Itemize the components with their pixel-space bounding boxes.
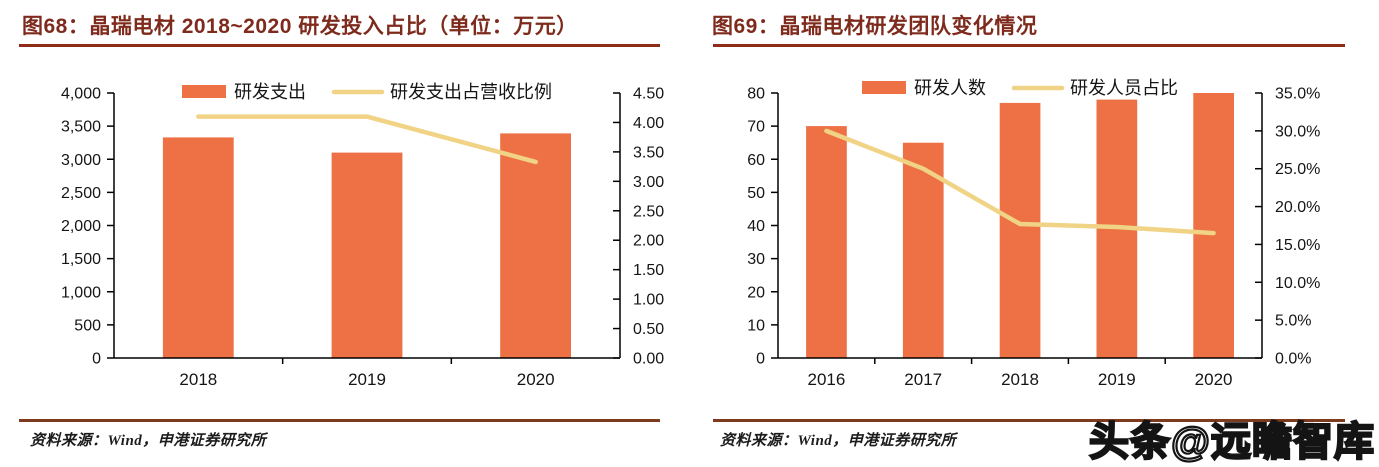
right-axis-label: 5.0% [1275, 313, 1311, 330]
legend-line-label: 研发人员占比 [1070, 78, 1178, 98]
right-axis-label: 0.0% [1275, 351, 1311, 368]
left-axis-label: 3,500 [61, 119, 101, 136]
chart-rd-team: 0 10 20 30 40 50 60 70 80 0.0% 5.0% 10.0% 15.0% 20.0%… [700, 76, 1350, 416]
left-axis-label: 20 [747, 284, 765, 301]
bar-2020 [500, 133, 571, 358]
figure-panel-68: 图68：晶瑞电材 2018~2020 研发投入占比（单位：万元） 0 500 1,0… [19, 15, 678, 449]
left-axis-label: 1,000 [61, 284, 101, 301]
right-axis-label: 15.0% [1275, 237, 1320, 254]
left-axis-label: 3,000 [61, 152, 101, 169]
right-axis-label: 2.50 [633, 203, 664, 220]
line-series [196, 114, 538, 165]
right-axis-label: 1.00 [633, 292, 664, 309]
left-axis-label: 1,500 [61, 251, 101, 268]
category-label: 2020 [517, 370, 555, 389]
category-label: 2016 [807, 370, 845, 389]
source-divider [713, 419, 1345, 422]
left-axis-label: 70 [747, 119, 765, 136]
legend-line-label: 研发支出占营收比例 [390, 82, 552, 102]
legend-bar-swatch [182, 85, 226, 98]
legend-bar-swatch [862, 81, 906, 94]
category-label: 2019 [1098, 370, 1136, 389]
left-axis-label: 2,000 [61, 218, 101, 235]
left-axis-label: 80 [747, 86, 765, 103]
left-axis-label: 0 [92, 351, 101, 368]
left-axis-label: 500 [74, 317, 101, 334]
right-axis-label: 3.50 [633, 144, 664, 161]
right-axis-label: 25.0% [1275, 161, 1320, 178]
figure-title: 图69：晶瑞电材研发团队变化情况 [712, 15, 1038, 38]
right-axis-label: 20.0% [1275, 199, 1320, 216]
bar-2018 [162, 137, 234, 358]
title-divider [713, 44, 1345, 47]
right-axis-label: 35.0% [1275, 86, 1320, 103]
category-label: 2018 [179, 370, 217, 389]
legend-bar-label: 研发支出 [234, 82, 306, 102]
chart-canvas: 0 10 20 30 40 50 60 70 80 0.0% 5.0% 10.0% 15.0% 20.0%… [747, 78, 1320, 389]
left-axis-label: 50 [747, 185, 765, 202]
bar-2020 [1193, 93, 1234, 358]
watermark: 头条@远瞻智库 [1088, 419, 1375, 465]
source-divider [19, 419, 660, 422]
left-axis-label: 2,500 [61, 185, 101, 202]
chart-canvas: 0 500 1,000 1,500 2,000 2,500 3,000 3,500 4,000 0… [61, 82, 664, 389]
figure-title: 图68：晶瑞电材 2018~2020 研发投入占比（单位：万元） [22, 15, 578, 38]
legend-bar-label: 研发人数 [914, 78, 986, 98]
left-axis-label: 0 [756, 351, 765, 368]
right-axis-label: 4.50 [633, 86, 664, 103]
source-note: 资料来源：Wind，申港证券研究所 [30, 433, 267, 449]
figure-panel-69: 图69：晶瑞电材研发团队变化情况 0 10 20 30 40 50 60 70 80 0.0% 5.… [690, 0, 1379, 467]
left-axis-label: 60 [747, 152, 765, 169]
right-axis-label: 0.00 [633, 351, 664, 368]
bar-2019 [331, 152, 403, 358]
right-axis-label: 1.50 [633, 262, 664, 279]
line-series [824, 128, 1216, 236]
source-note: 资料来源：Wind，申港证券研究所 [720, 433, 957, 449]
right-axis-label: 0.50 [633, 321, 664, 338]
right-axis-label: 3.00 [633, 174, 664, 191]
category-label: 2020 [1195, 370, 1233, 389]
title-divider [19, 44, 660, 47]
left-axis-label: 30 [747, 251, 765, 268]
right-axis-label: 2.00 [633, 233, 664, 250]
chart-rd-spending: 0 500 1,000 1,500 2,000 2,500 3,000 3,500 4,000 0… [28, 76, 678, 416]
right-axis-label: 30.0% [1275, 123, 1320, 140]
left-axis-label: 40 [747, 218, 765, 235]
right-axis-label: 10.0% [1275, 275, 1320, 292]
bar-2018 [999, 102, 1041, 359]
category-label: 2018 [1001, 370, 1039, 389]
left-axis-label: 4,000 [61, 86, 101, 103]
bar-2016 [806, 126, 847, 358]
right-axis-label: 4.00 [633, 115, 664, 132]
left-axis-label: 10 [747, 317, 765, 334]
category-label: 2019 [348, 370, 386, 389]
category-label: 2017 [904, 370, 942, 389]
